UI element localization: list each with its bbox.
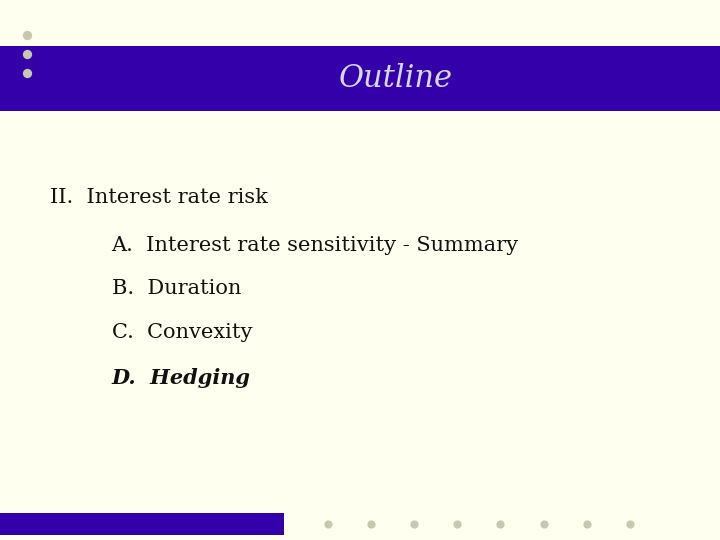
Point (581, 519, 593, 528)
Point (624, 519, 636, 528)
Text: A.  Interest rate sensitivity - Summary: A. Interest rate sensitivity - Summary (112, 236, 518, 255)
Bar (0, 513, 284, 535)
Point (365, 519, 377, 528)
Point (22, 50, 33, 58)
Text: D.  Hedging: D. Hedging (112, 368, 251, 388)
Point (408, 519, 420, 528)
Text: Outline: Outline (339, 63, 453, 94)
Point (322, 519, 333, 528)
Point (22, 69, 33, 77)
Point (22, 31, 33, 39)
Text: C.  Convexity: C. Convexity (112, 322, 252, 342)
Point (495, 519, 506, 528)
Point (451, 519, 463, 528)
Point (538, 519, 549, 528)
Text: B.  Duration: B. Duration (112, 279, 241, 299)
Bar (0, 46, 720, 111)
Text: II.  Interest rate risk: II. Interest rate risk (50, 187, 269, 207)
